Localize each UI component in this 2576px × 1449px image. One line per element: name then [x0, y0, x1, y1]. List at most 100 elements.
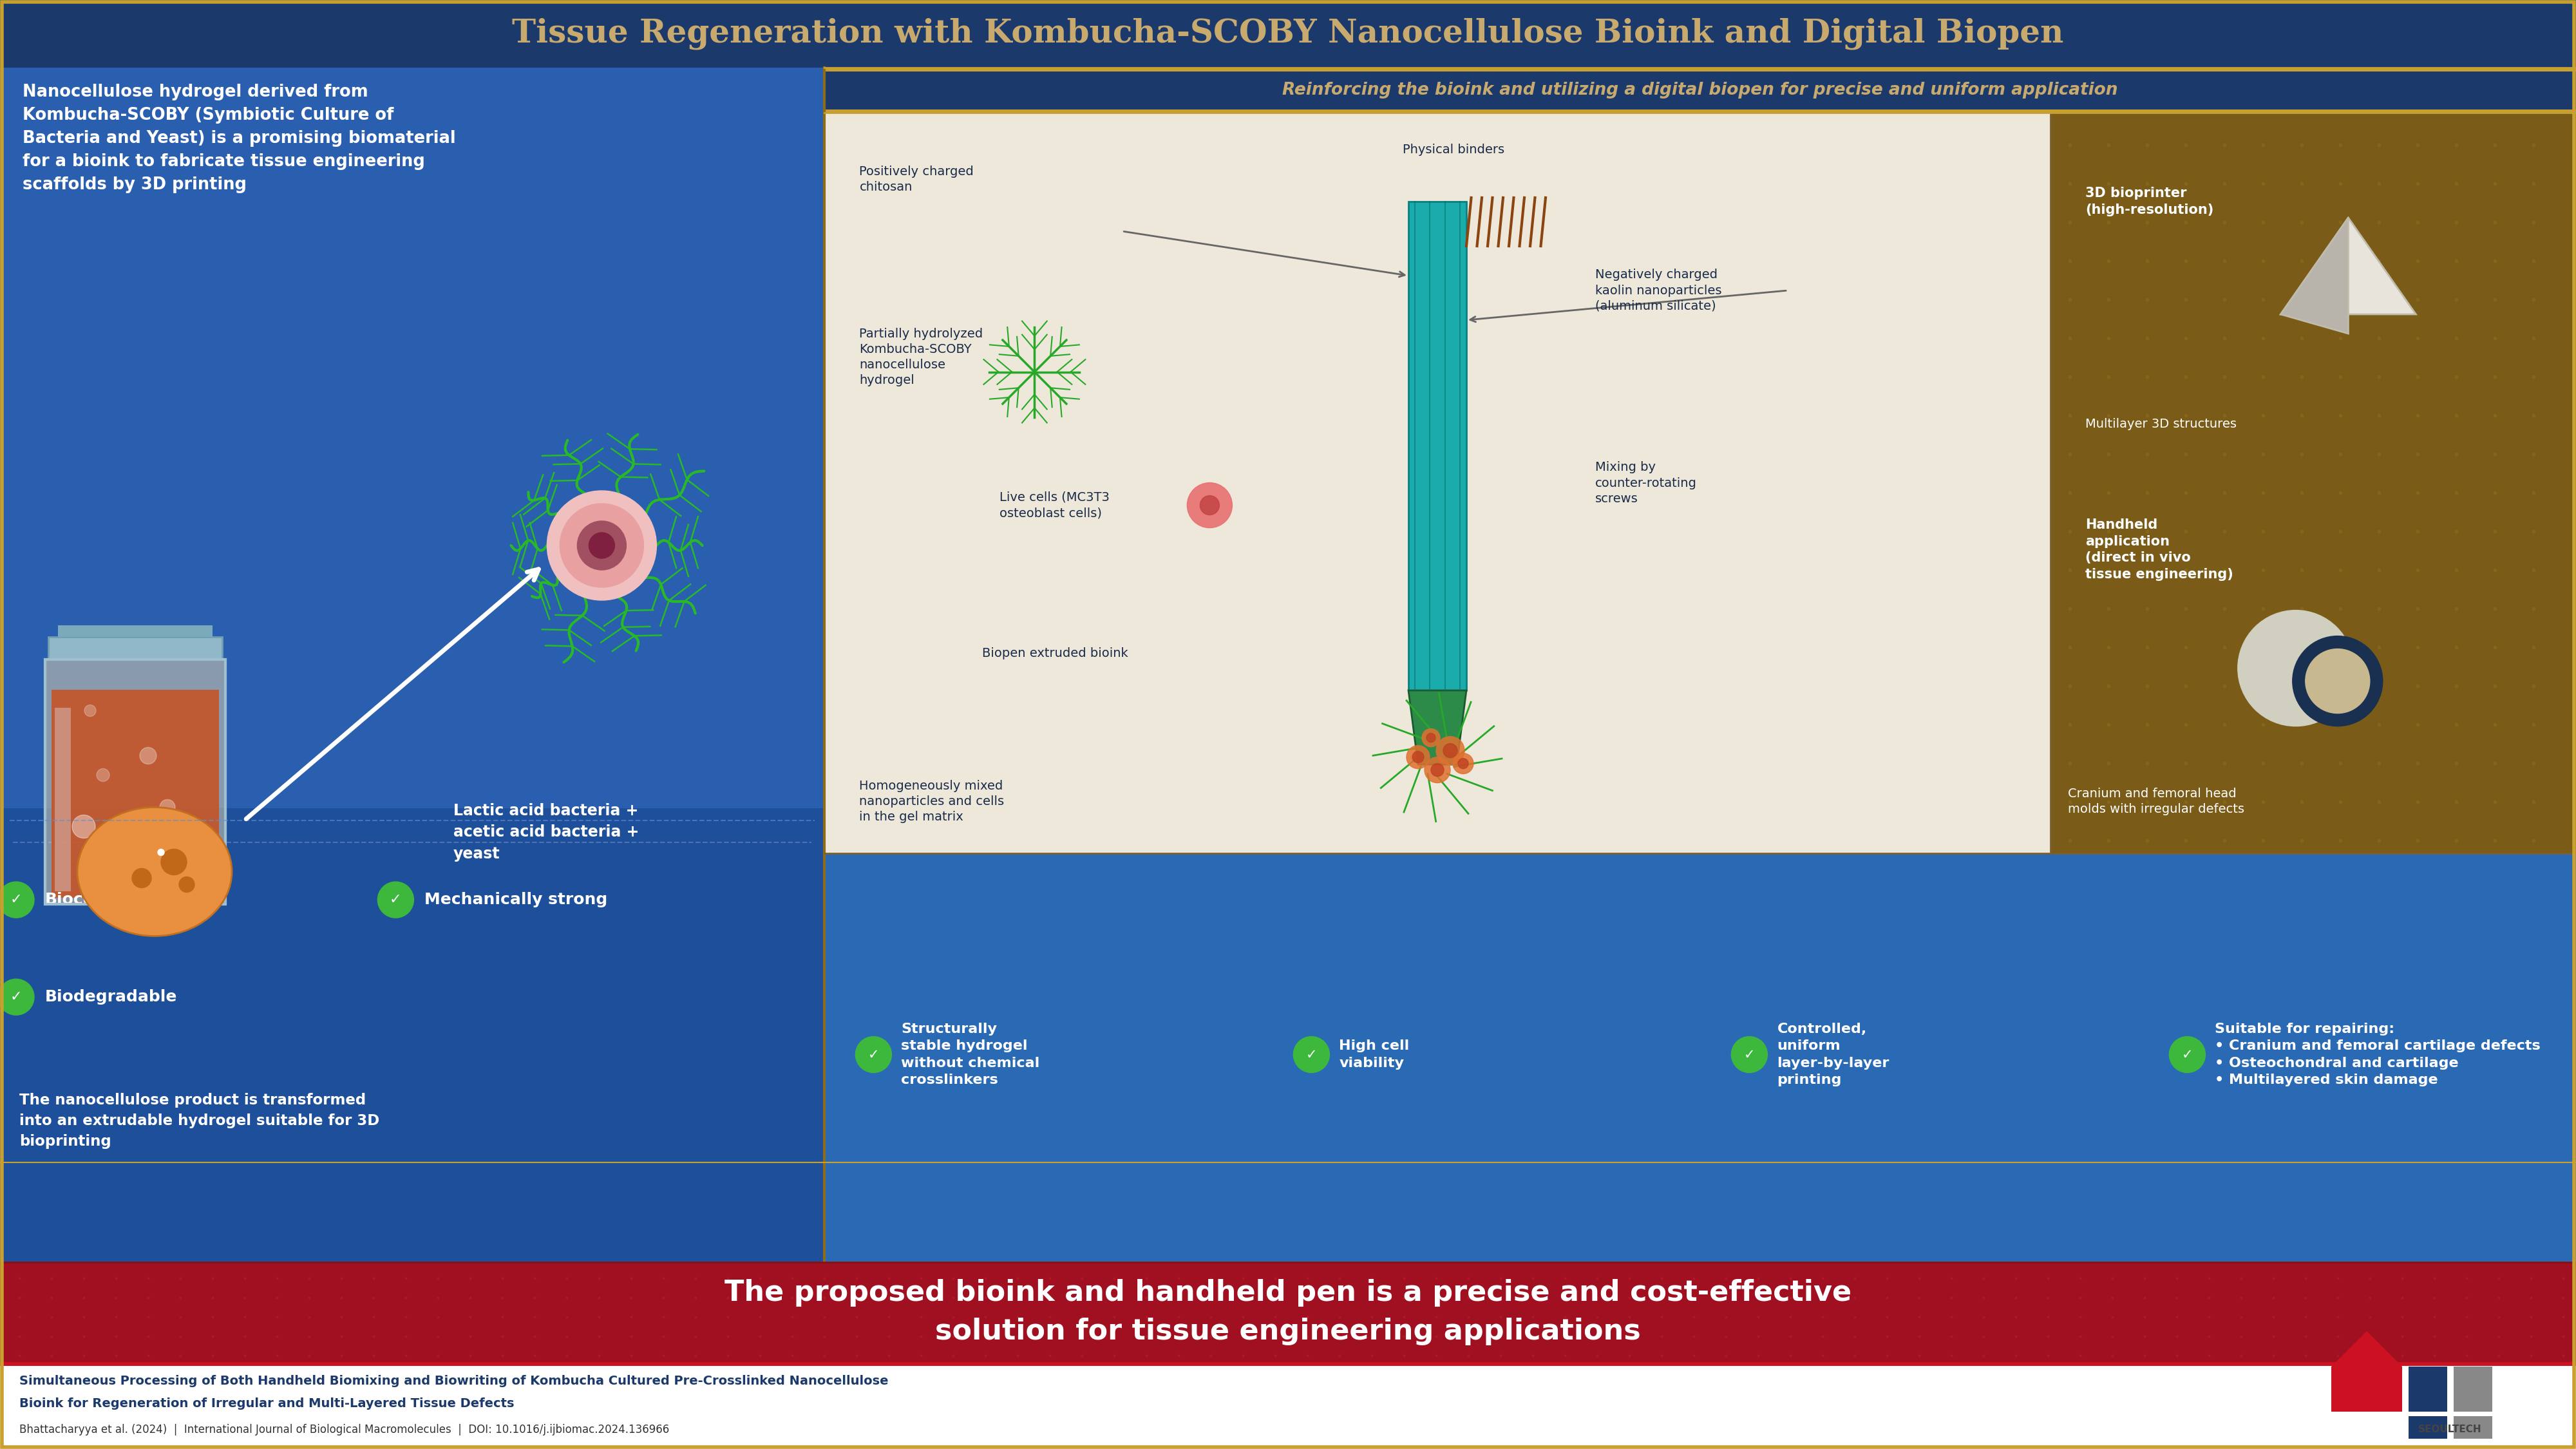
Bar	[2409, 1366, 2447, 1411]
Circle shape	[0, 980, 33, 1016]
Circle shape	[157, 849, 165, 855]
Text: 3D bioprinter
(high-resolution): 3D bioprinter (high-resolution)	[2087, 187, 2213, 216]
Bar	[824, 68, 2576, 113]
Circle shape	[98, 768, 108, 781]
Text: Suitable for repairing:
• Cranium and femoral cartilage defects
• Osteochondral : Suitable for repairing: • Cranium and fe…	[2215, 1023, 2540, 1087]
Text: Handheld
application
(direct in vivo
tissue engineering): Handheld application (direct in vivo tis…	[2087, 519, 2233, 581]
Text: ✓: ✓	[868, 1048, 878, 1061]
Text: ✓: ✓	[10, 894, 23, 906]
Text: Biodegradable: Biodegradable	[46, 990, 178, 1004]
Bar	[824, 68, 2576, 1262]
Bar	[0, 0, 2576, 68]
Bar	[46, 659, 227, 904]
Circle shape	[1200, 496, 1218, 514]
Circle shape	[160, 800, 175, 814]
Text: Negatively charged
kaolin nanoparticles
(aluminum silicate): Negatively charged kaolin nanoparticles …	[1595, 268, 1721, 312]
Polygon shape	[2331, 1332, 2403, 1366]
Bar	[2050, 113, 2576, 853]
Bar	[0, 1362, 2576, 1449]
Text: Controlled,
uniform
layer-by-layer
printing: Controlled, uniform layer-by-layer print…	[1777, 1023, 1888, 1087]
Bar	[57, 625, 211, 636]
Circle shape	[1453, 753, 1473, 774]
Circle shape	[1731, 1036, 1767, 1072]
Circle shape	[546, 491, 657, 600]
Bar	[2452, 1416, 2494, 1439]
Circle shape	[855, 1036, 891, 1072]
Circle shape	[0, 882, 33, 917]
Circle shape	[85, 704, 95, 716]
Bar	[0, 1262, 2576, 1362]
Bar	[1409, 201, 1466, 690]
Polygon shape	[2280, 217, 2416, 314]
Text: Partially hydrolyzed
Kombucha-SCOBY
nanocellulose
hydrogel: Partially hydrolyzed Kombucha-SCOBY nano…	[860, 327, 984, 387]
Polygon shape	[1409, 690, 1466, 765]
Bar	[2409, 1416, 2447, 1439]
Circle shape	[1432, 764, 1443, 777]
Bar	[52, 690, 219, 897]
Circle shape	[72, 814, 95, 838]
Circle shape	[1188, 483, 1231, 527]
Text: ✓: ✓	[10, 991, 23, 1004]
Text: The proposed bioink and handheld pen is a precise and cost-effective
solution fo: The proposed bioink and handheld pen is …	[724, 1279, 1852, 1345]
Bar	[46, 659, 227, 904]
Text: Bioink for Regeneration of Irregular and Multi-Layered Tissue Defects: Bioink for Regeneration of Irregular and…	[21, 1398, 515, 1410]
Circle shape	[2169, 1036, 2205, 1072]
Text: SEOULTECH: SEOULTECH	[2419, 1424, 2481, 1435]
Circle shape	[160, 849, 185, 875]
Text: The nanocellulose product is transformed
into an extrudable hydrogel suitable fo: The nanocellulose product is transformed…	[21, 1093, 379, 1149]
Circle shape	[1422, 729, 1440, 746]
Text: Mechanically strong: Mechanically strong	[425, 893, 608, 907]
Text: Homogeneously mixed
nanoparticles and cells
in the gel matrix: Homogeneously mixed nanoparticles and ce…	[860, 780, 1005, 823]
Text: Reinforcing the bioink and utilizing a digital biopen for precise and uniform ap: Reinforcing the bioink and utilizing a d…	[1283, 81, 2117, 99]
Text: ✓: ✓	[1744, 1048, 1754, 1061]
Text: Biocompatible: Biocompatible	[46, 893, 175, 907]
Circle shape	[559, 504, 644, 587]
Circle shape	[2239, 610, 2354, 726]
Circle shape	[2293, 636, 2383, 726]
Text: Biopen extruded bioink: Biopen extruded bioink	[981, 648, 1128, 659]
Circle shape	[1425, 756, 1450, 782]
Circle shape	[1406, 745, 1430, 768]
Circle shape	[577, 522, 626, 569]
Text: Bhattacharyya et al. (2024)  |  International Journal of Biological Macromolecul: Bhattacharyya et al. (2024) | Internatio…	[21, 1424, 670, 1436]
Text: Nanocellulose hydrogel derived from
Kombucha-SCOBY (Symbiotic Culture of
Bacteri: Nanocellulose hydrogel derived from Komb…	[23, 84, 456, 193]
Bar	[2452, 1366, 2494, 1411]
Text: Lactic acid bacteria +
acetic acid bacteria +
yeast: Lactic acid bacteria + acetic acid bacte…	[453, 803, 639, 862]
Text: Structurally
stable hydrogel
without chemical
crosslinkers: Structurally stable hydrogel without che…	[902, 1023, 1041, 1087]
Text: Mixing by
counter-rotating
screws: Mixing by counter-rotating screws	[1595, 461, 1698, 504]
Text: Positively charged
chitosan: Positively charged chitosan	[860, 165, 974, 193]
Circle shape	[2306, 649, 2370, 713]
Circle shape	[379, 882, 415, 917]
Bar	[824, 68, 2576, 71]
Text: Simultaneous Processing of Both Handheld Biomixing and Biowriting of Kombucha Cu: Simultaneous Processing of Both Handheld…	[21, 1375, 889, 1387]
Bar	[2331, 1366, 2403, 1411]
Bar	[824, 853, 2576, 1262]
Bar	[0, 68, 824, 1262]
Bar	[824, 113, 2050, 853]
Text: ✓: ✓	[1306, 1048, 1316, 1061]
Bar	[0, 1362, 2576, 1366]
Bar	[824, 110, 2576, 113]
Circle shape	[1412, 751, 1425, 762]
Bar	[0, 809, 824, 1262]
Text: Physical binders: Physical binders	[1401, 143, 1504, 156]
Text: Tissue Regeneration with Kombucha-SCOBY Nanocellulose Bioink and Digital Biopen: Tissue Regeneration with Kombucha-SCOBY …	[513, 17, 2063, 49]
Text: ✓: ✓	[389, 894, 402, 906]
Bar	[49, 636, 222, 659]
Ellipse shape	[77, 807, 232, 936]
Text: ✓: ✓	[2182, 1048, 2192, 1061]
Text: High cell
viability: High cell viability	[1340, 1039, 1409, 1069]
Circle shape	[1293, 1036, 1329, 1072]
Text: Cranium and femoral head
molds with irregular defects: Cranium and femoral head molds with irre…	[2069, 788, 2244, 816]
Text: Multilayer 3D structures: Multilayer 3D structures	[2087, 417, 2236, 430]
Circle shape	[1443, 743, 1458, 758]
Circle shape	[590, 533, 616, 558]
Circle shape	[1437, 736, 1463, 765]
Circle shape	[1458, 758, 1468, 768]
Polygon shape	[2280, 217, 2349, 333]
Circle shape	[126, 836, 144, 855]
Circle shape	[1427, 733, 1435, 742]
Circle shape	[131, 868, 152, 888]
Circle shape	[139, 748, 157, 764]
Text: Live cells (MC3T3
osteoblast cells): Live cells (MC3T3 osteoblast cells)	[999, 491, 1110, 519]
